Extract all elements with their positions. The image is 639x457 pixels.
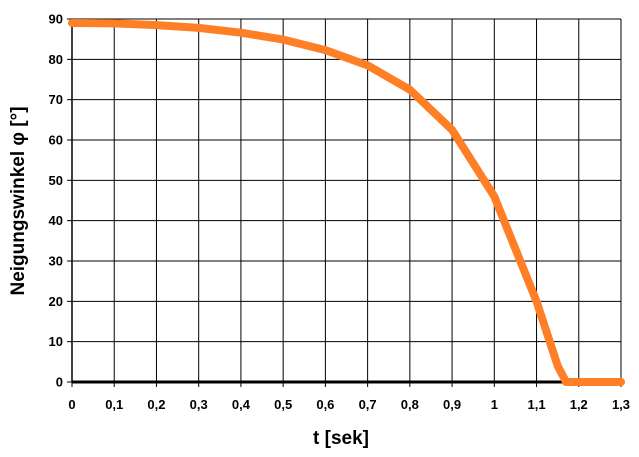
y-tick-label: 50 — [49, 173, 63, 188]
x-axis-title: t [sek] — [313, 428, 369, 449]
y-tick-label: 60 — [49, 133, 63, 148]
x-tick-labels: 0 0,1 0,2 0,3 0,4 0,5 0,6 0,7 0,8 0,9 1 1,1 1,2 1,3 — [68, 397, 630, 412]
x-tick-label: 0,5 — [274, 397, 292, 412]
y-tick-label: 40 — [49, 213, 63, 228]
y-tick-labels: 0 10 20 30 40 50 60 70 80 90 — [49, 12, 63, 390]
x-tick-label: 1,1 — [527, 397, 545, 412]
x-tick-label: 0,1 — [105, 397, 123, 412]
x-tick-label: 0,2 — [147, 397, 165, 412]
x-tick-label: 0 — [68, 397, 75, 412]
y-axis-title: Neigungswinkel φ [°] — [8, 106, 29, 295]
x-tick-label: 0,7 — [359, 397, 377, 412]
x-tick-label: 1,2 — [570, 397, 588, 412]
y-tick-label: 0 — [56, 375, 63, 390]
y-tick-label: 90 — [49, 12, 63, 27]
x-tick-label: 0,6 — [316, 397, 334, 412]
y-tick-label: 70 — [49, 92, 63, 107]
series-line — [68, 19, 625, 386]
x-tick-label: 0,9 — [443, 397, 461, 412]
y-tick-label: 80 — [49, 52, 63, 67]
x-tick-label: 0,8 — [401, 397, 419, 412]
y-tick-label: 20 — [49, 294, 63, 309]
y-tick-label: 30 — [49, 254, 63, 269]
series-layer — [68, 19, 625, 386]
axes — [67, 18, 622, 387]
x-tick-label: 1,3 — [612, 397, 630, 412]
grid — [71, 18, 622, 383]
x-tick-label: 0,4 — [232, 397, 251, 412]
x-tick-label: 0,3 — [190, 397, 208, 412]
y-tick-label: 10 — [49, 334, 63, 349]
x-tick-label: 1 — [491, 397, 498, 412]
